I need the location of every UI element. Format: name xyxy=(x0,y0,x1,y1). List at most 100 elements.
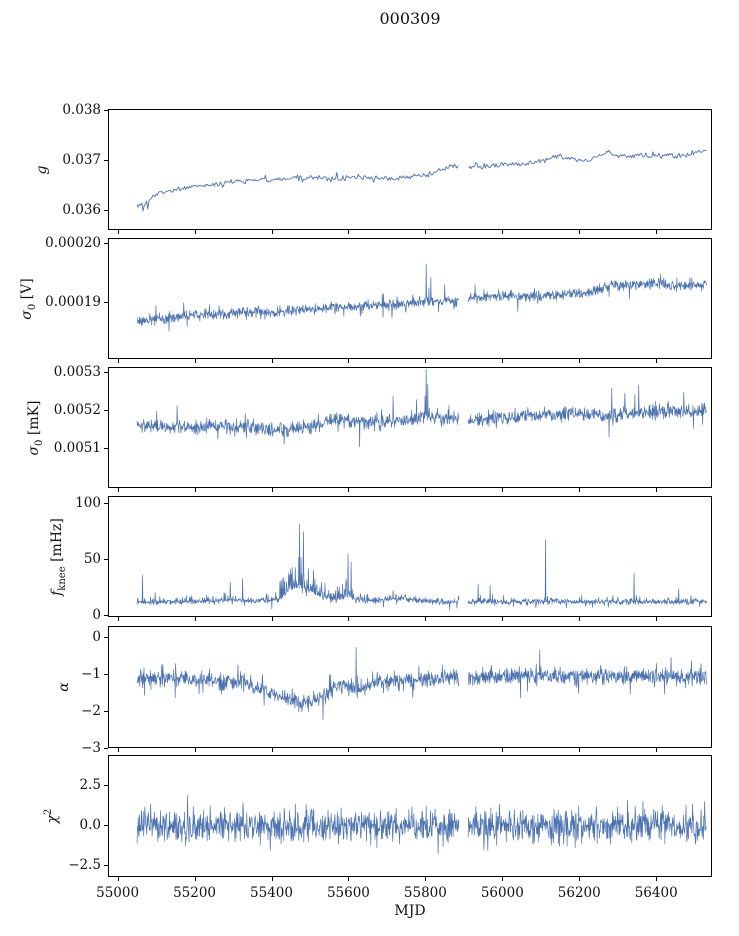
x-tick-label: 55000 xyxy=(96,885,140,901)
y-tick-mark xyxy=(104,409,108,411)
panel-g xyxy=(108,109,712,230)
y-tick-label: 0.0051 xyxy=(53,440,101,457)
y-tick-label: 100 xyxy=(75,494,101,511)
x-tick-mark xyxy=(656,488,658,492)
data-line-g xyxy=(136,149,707,212)
x-tick-mark xyxy=(579,488,581,492)
x-tick-mark xyxy=(425,230,427,234)
x-tick-mark xyxy=(656,359,658,363)
x-tick-mark xyxy=(579,359,581,363)
plot-area-fknee xyxy=(136,523,707,611)
y-tick-label: 0.00019 xyxy=(45,293,101,310)
y-tick-label: 0.037 xyxy=(62,152,101,169)
plot-area-chi2 xyxy=(136,795,707,854)
y-tick-label: 0.0052 xyxy=(53,401,101,418)
y-tick-label: −3 xyxy=(81,740,101,756)
x-tick-mark xyxy=(348,230,350,234)
y-tick-mark xyxy=(104,674,108,676)
x-tick-label: 55200 xyxy=(173,885,217,901)
x-tick-mark xyxy=(656,617,658,621)
y-tick-label: −2 xyxy=(81,703,101,720)
x-tick-mark xyxy=(502,877,504,881)
panel-sigma0-V xyxy=(108,238,712,359)
y-tick-label: 0.038 xyxy=(62,102,101,119)
x-tick-mark xyxy=(502,617,504,621)
y-tick-mark xyxy=(104,160,108,162)
x-tick-mark xyxy=(425,748,427,752)
panel-sigma0-mK xyxy=(108,367,712,488)
x-tick-label: 56400 xyxy=(634,885,678,901)
panel-alpha xyxy=(108,626,712,748)
x-tick-mark xyxy=(194,230,196,234)
y-axis-label-g: g xyxy=(33,165,50,174)
y-tick-mark xyxy=(104,558,108,560)
x-tick-mark xyxy=(117,359,119,363)
x-tick-mark xyxy=(117,617,119,621)
x-tick-mark xyxy=(194,488,196,492)
y-tick-label: 0 xyxy=(92,606,101,623)
x-tick-mark xyxy=(425,877,427,881)
y-tick-mark xyxy=(104,448,108,450)
panel-chi2 xyxy=(108,755,712,877)
y-tick-label: 0 xyxy=(92,629,101,646)
y-tick-label: 0.036 xyxy=(62,202,101,219)
y-tick-mark xyxy=(104,711,108,713)
x-tick-label: 55400 xyxy=(250,885,293,901)
data-line-sigma0-mK xyxy=(136,368,707,448)
x-tick-mark xyxy=(117,877,119,881)
y-axis-label-fknee: fknee [mHz] xyxy=(48,517,68,596)
y-tick-mark xyxy=(104,825,108,826)
x-tick-mark xyxy=(502,748,504,752)
y-tick-mark xyxy=(104,637,108,639)
y-tick-label: −2.5 xyxy=(68,857,101,873)
y-axis-label-sigma0-mK: σ0 [mK] xyxy=(26,399,45,456)
x-tick-mark xyxy=(502,359,504,363)
y-tick-label: 0.0053 xyxy=(53,363,101,380)
x-tick-label: 55600 xyxy=(326,885,370,901)
x-tick-mark xyxy=(348,617,350,621)
y-tick-mark xyxy=(104,242,108,244)
x-tick-mark xyxy=(271,877,273,881)
data-line-alpha xyxy=(136,646,707,721)
y-tick-label: 0.00020 xyxy=(45,234,101,251)
y-tick-label: 0.0 xyxy=(79,817,101,833)
x-tick-mark xyxy=(194,359,196,363)
x-tick-mark xyxy=(271,359,273,363)
y-axis-label-alpha: α xyxy=(56,682,72,692)
plot-area-sigma0-mK xyxy=(136,368,707,448)
y-tick-mark xyxy=(104,301,108,303)
x-tick-mark xyxy=(271,617,273,621)
data-line-sigma0-V xyxy=(136,264,707,332)
data-line-chi2 xyxy=(136,795,707,854)
x-axis-label: MJD xyxy=(394,903,426,919)
x-tick-mark xyxy=(348,488,350,492)
x-tick-mark xyxy=(502,488,504,492)
panel-fknee xyxy=(108,496,712,617)
x-tick-mark xyxy=(656,877,658,881)
x-tick-mark xyxy=(194,617,196,621)
x-tick-mark xyxy=(656,230,658,234)
data-line-fknee xyxy=(136,523,707,611)
y-tick-label: 2.5 xyxy=(79,777,101,793)
plot-area-g xyxy=(136,149,707,212)
x-tick-mark xyxy=(117,748,119,752)
x-tick-mark xyxy=(194,877,196,881)
x-tick-mark xyxy=(271,748,273,752)
plot-area-alpha xyxy=(136,646,707,721)
x-tick-mark xyxy=(579,877,581,881)
y-tick-label: 50 xyxy=(83,550,101,567)
x-tick-mark xyxy=(579,230,581,234)
x-tick-mark xyxy=(117,230,119,234)
x-tick-label: 56000 xyxy=(480,885,524,901)
x-tick-mark xyxy=(348,877,350,881)
x-tick-mark xyxy=(348,359,350,363)
x-tick-label: 55800 xyxy=(403,885,447,901)
x-tick-mark xyxy=(117,488,119,492)
x-tick-mark xyxy=(656,748,658,752)
y-tick-mark xyxy=(104,210,108,212)
x-tick-mark xyxy=(425,359,427,363)
x-tick-mark xyxy=(271,230,273,234)
x-tick-mark xyxy=(425,617,427,621)
y-axis-label-chi2: χ2 xyxy=(43,808,61,824)
